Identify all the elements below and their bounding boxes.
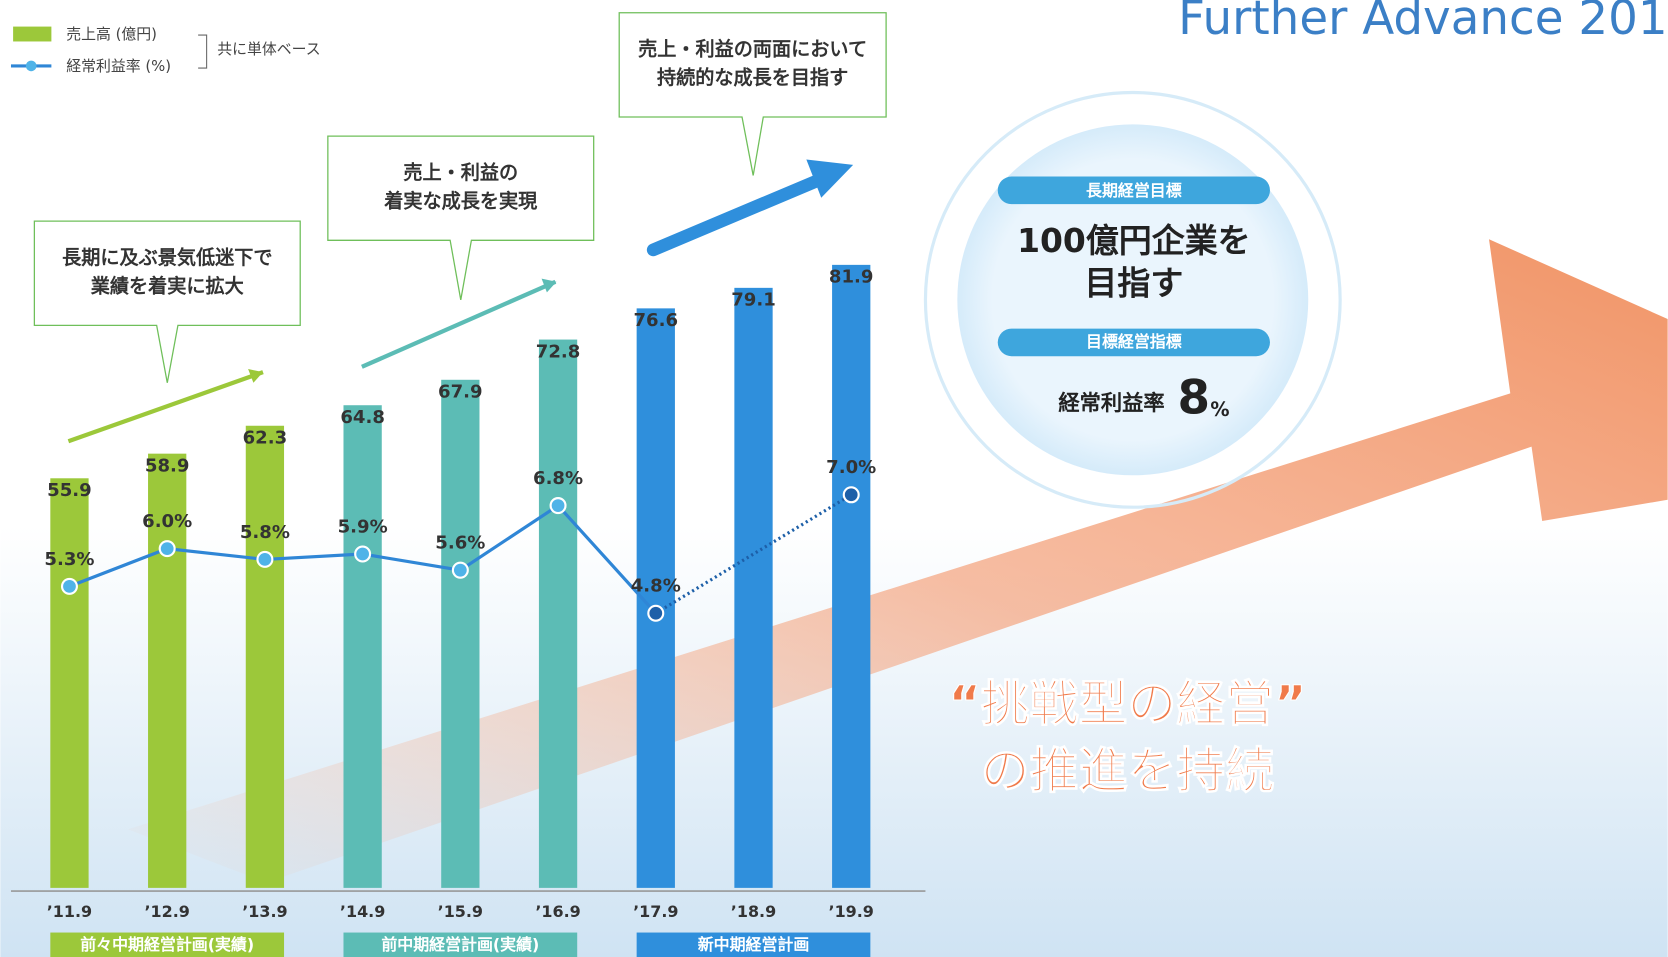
- slide: Further Advance 201 長期経営目標 100億円企業を 目指す …: [0, 0, 1668, 957]
- x-tick-label: ’18.9: [731, 902, 776, 921]
- bar: [734, 288, 772, 888]
- line-point: [551, 498, 566, 513]
- line-value-label: 6.0%: [142, 511, 192, 532]
- line-point: [257, 552, 272, 567]
- bar: [50, 478, 88, 888]
- legend-note: 共に単体ベース: [217, 40, 320, 58]
- x-tick-label: ’11.9: [47, 902, 92, 921]
- callout-text: 着実な成長を実現: [384, 190, 538, 213]
- bar: [441, 380, 479, 888]
- bar-value-label: 81.9: [829, 267, 874, 288]
- kpi-label: 目標経営指標: [1086, 332, 1182, 351]
- line-value-label: 5.3%: [44, 549, 94, 570]
- x-tick-label: ’15.9: [438, 902, 483, 921]
- period-label: 新中期経営計画: [698, 935, 810, 954]
- legend-swatch: [13, 27, 51, 42]
- callout-text: 業績を着実に拡大: [90, 275, 244, 298]
- bar: [832, 265, 870, 888]
- callout-text: 売上・利益の: [403, 161, 518, 184]
- period-label: 前中期経営計画(実績): [381, 935, 539, 954]
- line-point: [355, 547, 370, 562]
- line-point: [62, 579, 77, 594]
- bar-value-label: 67.9: [438, 382, 483, 403]
- x-tick-label: ’16.9: [535, 902, 580, 921]
- callout-text: 売上・利益の両面において: [638, 37, 867, 60]
- bar-value-label: 72.8: [536, 341, 581, 362]
- bar: [343, 405, 381, 888]
- bar-value-label: 55.9: [47, 480, 92, 501]
- goal-label: 長期経営目標: [1086, 181, 1182, 200]
- bar: [246, 426, 284, 888]
- callout-text: 持続的な成長を目指す: [657, 66, 848, 89]
- line-value-label: 5.8%: [240, 522, 290, 543]
- bar-value-label: 62.3: [243, 428, 288, 449]
- bar-value-label: 79.1: [731, 290, 776, 311]
- x-tick-label: ’12.9: [144, 902, 189, 921]
- x-tick-label: ’13.9: [242, 902, 287, 921]
- x-tick-label: ’19.9: [829, 902, 874, 921]
- goal: 100億円企業を: [1017, 221, 1251, 260]
- line-value-label: 7.0%: [826, 457, 876, 478]
- x-tick-label: ’14.9: [340, 902, 385, 921]
- legend-swatch: [26, 61, 37, 72]
- x-tick-label: ’17.9: [633, 902, 678, 921]
- legend-label: 売上高 (億円): [66, 25, 157, 43]
- kpi-value: 8: [1177, 371, 1210, 425]
- bar: [539, 340, 577, 888]
- slogan: “挑戦型の経営”: [949, 676, 1307, 733]
- bar-value-label: 64.8: [340, 407, 385, 428]
- bar-value-label: 58.9: [145, 455, 190, 476]
- goal: 目指す: [1084, 263, 1183, 302]
- line-point: [648, 606, 663, 621]
- line-point: [844, 487, 859, 502]
- kpi-name: 経常利益率: [1058, 390, 1164, 416]
- bar-value-label: 76.6: [633, 310, 678, 331]
- line-point: [453, 563, 468, 578]
- line-value-label: 5.6%: [435, 533, 485, 554]
- kpi-unit: %: [1210, 398, 1229, 421]
- line-value-label: 6.8%: [533, 468, 583, 489]
- period-label: 前々中期経営計画(実績): [80, 935, 254, 954]
- line-point: [160, 541, 175, 556]
- slide-title: Further Advance 201: [1178, 0, 1667, 46]
- callout-text: 長期に及ぶ景気低迷下で: [62, 246, 272, 269]
- line-value-label: 4.8%: [631, 576, 681, 597]
- line-value-label: 5.9%: [338, 516, 388, 537]
- slogan: の推進を持続: [981, 743, 1275, 800]
- legend-label: 経常利益率 (%): [66, 57, 171, 75]
